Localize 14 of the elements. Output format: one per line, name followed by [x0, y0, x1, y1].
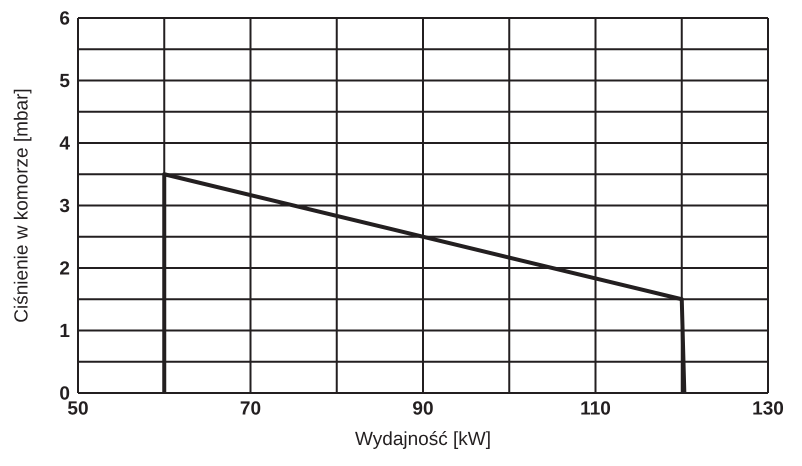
x-tick-label: 50: [67, 398, 89, 420]
y-tick-label: 1: [59, 321, 70, 342]
y-tick-label: 0: [59, 384, 70, 405]
y-tick-label: 3: [59, 196, 70, 218]
x-tick-label: 130: [752, 398, 784, 420]
x-tick-label: 90: [412, 398, 434, 420]
y-tick-label: 6: [59, 8, 70, 30]
y-tick-label: 5: [59, 71, 70, 92]
x-tick-label: 70: [240, 398, 262, 420]
y-tick-label: 2: [59, 258, 70, 280]
x-tick-label: 110: [580, 398, 611, 420]
y-axis-title: Ciśnienie w komorze [mbar]: [12, 88, 33, 323]
y-tick-label: 4: [59, 134, 70, 155]
x-axis-title: Wydajność [kW]: [354, 429, 492, 450]
